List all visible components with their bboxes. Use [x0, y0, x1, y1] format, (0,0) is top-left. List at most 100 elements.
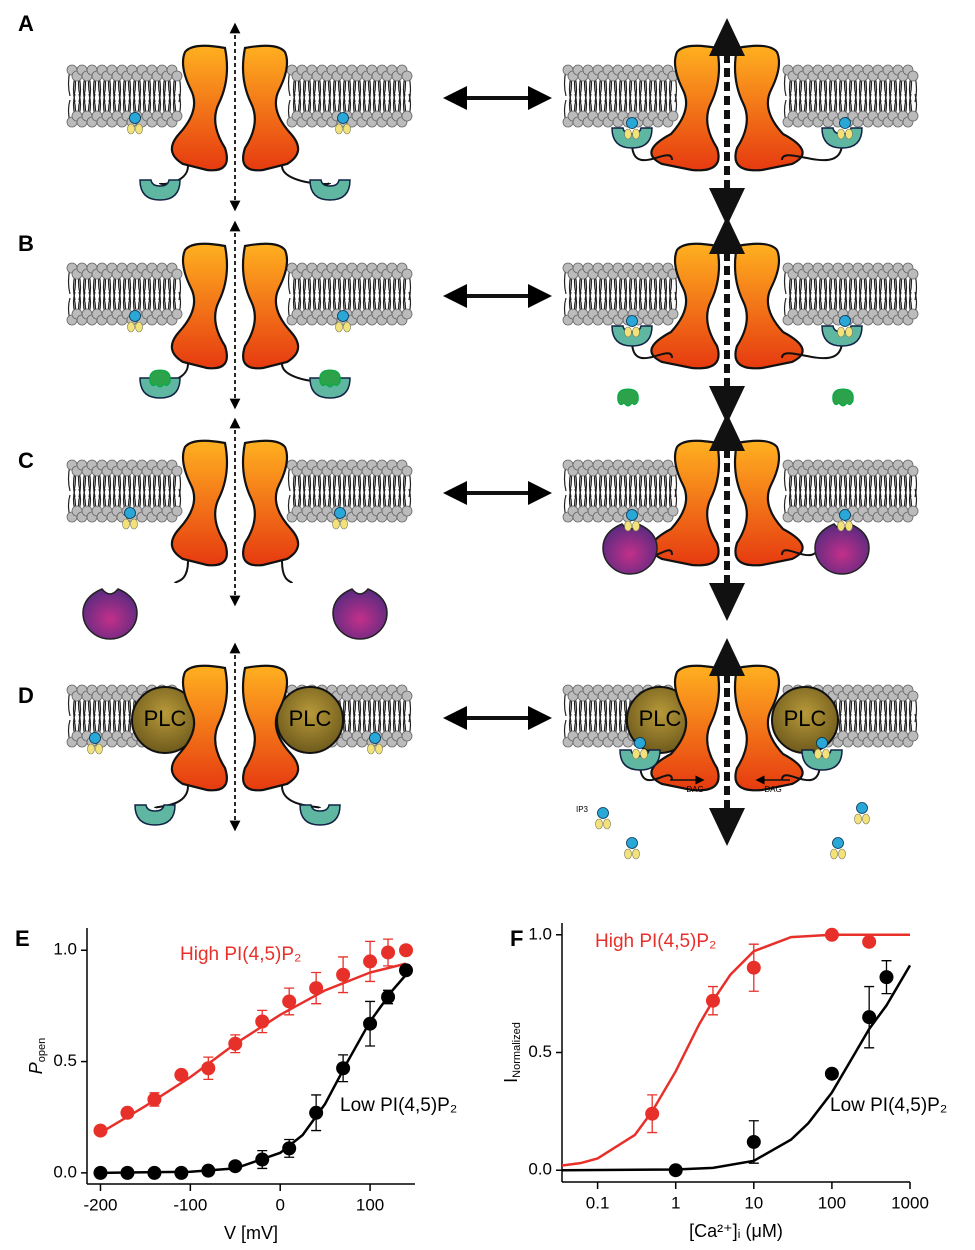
- pip2-lobe: [846, 521, 853, 531]
- data-point: [669, 1163, 683, 1177]
- lipid-head: [908, 466, 918, 476]
- pip2-lobe: [368, 744, 375, 754]
- data-point: [282, 994, 296, 1008]
- pip2-lobe: [344, 322, 351, 332]
- x-axis-label: V [mV]: [224, 1223, 278, 1243]
- arrow-head: [709, 216, 745, 424]
- data-point: [879, 970, 893, 984]
- data-point: [399, 963, 413, 977]
- pip2-lobe: [136, 322, 143, 332]
- lipid-head: [172, 309, 182, 319]
- panel-label: B: [18, 231, 34, 256]
- plc-label: PLC: [289, 706, 332, 731]
- ligand: [150, 370, 171, 387]
- y-tick-label: 0.5: [53, 1051, 77, 1070]
- protein: [603, 524, 657, 574]
- x-tick-label: 100: [818, 1193, 846, 1212]
- chart: E0.00.51.0-200-1000100V [mV]PopenHigh PI…: [15, 926, 457, 1243]
- ligand: [618, 389, 639, 406]
- y-tick-label: 0.5: [528, 1042, 552, 1061]
- lipid-head: [668, 309, 678, 319]
- lipid-head: [172, 71, 182, 81]
- pip2-lobe: [128, 124, 135, 134]
- pip2-lobe: [633, 327, 640, 337]
- lipid-head: [172, 466, 182, 476]
- lipid-head: [668, 111, 678, 121]
- pip2-head: [598, 808, 609, 819]
- fit-curve: [562, 965, 910, 1170]
- lipid-head: [668, 506, 678, 516]
- data-point: [862, 935, 876, 949]
- data-point: [282, 1141, 296, 1155]
- pip2-lobe: [123, 519, 130, 529]
- pip2-lobe: [838, 129, 845, 139]
- protein: [815, 524, 869, 574]
- pip2-head: [627, 838, 638, 849]
- data-point: [228, 1037, 242, 1051]
- x-tick-label: 1: [671, 1193, 680, 1212]
- data-point: [645, 1107, 659, 1121]
- x-tick-label: 1000: [891, 1193, 929, 1212]
- pip2-lobe: [131, 519, 138, 529]
- pip2-lobe: [846, 327, 853, 337]
- pip2-lobe: [831, 849, 838, 859]
- y-tick-label: 1.0: [53, 940, 77, 959]
- pip2-head: [90, 733, 101, 744]
- pip2-head: [627, 316, 638, 327]
- figure: A B C D PLCPLCPLCPLCDAGDAGIP3 E0.00.51.0…: [0, 0, 975, 1250]
- pip2-head: [840, 118, 851, 129]
- pip2-head: [338, 113, 349, 124]
- channel-subunit: [735, 244, 803, 369]
- data-point: [747, 1135, 761, 1149]
- pip2-head: [338, 311, 349, 322]
- pip2-lobe: [633, 849, 640, 859]
- lipid-head: [402, 111, 412, 121]
- lipid-head: [172, 111, 182, 121]
- pip2-lobe: [633, 129, 640, 139]
- channel-subunit: [243, 244, 298, 369]
- pip2-lobe: [341, 519, 348, 529]
- y-axis-label-sub: open: [36, 1038, 48, 1062]
- pip2-lobe: [855, 814, 862, 824]
- membrane: [67, 460, 412, 522]
- data-point: [862, 1010, 876, 1024]
- pip2-lobe: [376, 744, 383, 754]
- panel-label: E: [15, 926, 30, 951]
- data-point: [255, 1014, 269, 1028]
- data-point: [174, 1068, 188, 1082]
- ligand: [320, 370, 341, 387]
- pip2-head: [840, 510, 851, 521]
- arrow-head: [709, 413, 745, 621]
- data-point: [120, 1106, 134, 1120]
- pip2-lobe: [128, 322, 135, 332]
- arrow-head: [709, 18, 745, 226]
- panel-label: F: [510, 926, 523, 951]
- data-point: [336, 968, 350, 982]
- fit-curve: [100, 975, 406, 1173]
- channel-subunit: [243, 441, 298, 566]
- pip2-head: [635, 738, 646, 749]
- protein: [83, 589, 137, 639]
- panel-label: C: [18, 448, 34, 473]
- pip2-head: [335, 508, 346, 519]
- pip2-lobe: [625, 129, 632, 139]
- dag-label: DAG: [764, 785, 781, 794]
- lipid-head: [908, 111, 918, 121]
- protein: [333, 589, 387, 639]
- series-label: Low PI(4,5)P₂: [340, 1095, 457, 1116]
- membrane: [67, 263, 412, 325]
- ligand: [833, 389, 854, 406]
- membrane: [67, 65, 412, 127]
- lipid-head: [908, 731, 918, 741]
- data-point: [336, 1061, 350, 1075]
- data-point: [309, 981, 323, 995]
- pip2-lobe: [625, 327, 632, 337]
- pip2-lobe: [641, 749, 648, 759]
- pip2-lobe: [823, 749, 830, 759]
- ip3-label: IP3: [576, 805, 589, 814]
- y-tick-label: 1.0: [528, 924, 552, 943]
- pip2-head: [130, 311, 141, 322]
- lipid-head: [908, 506, 918, 516]
- data-point: [381, 945, 395, 959]
- pip2-lobe: [336, 322, 343, 332]
